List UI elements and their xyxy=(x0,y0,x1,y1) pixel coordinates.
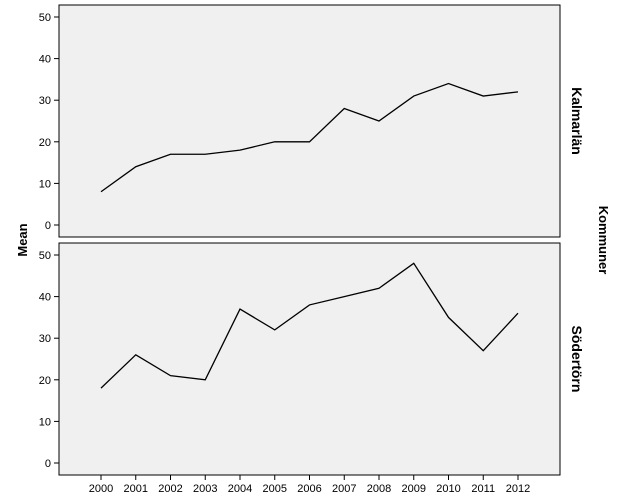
series-line xyxy=(100,82,519,193)
panel-2: 0 10 20 30 40 50 Södertörn xyxy=(39,242,585,476)
y-axis-title: Mean xyxy=(15,223,30,256)
x-tick-label: 2005 xyxy=(263,483,287,495)
y-tick-label: 50 xyxy=(39,12,51,24)
x-tick-label: 2003 xyxy=(193,483,217,495)
x-tick-label: 2006 xyxy=(297,483,321,495)
y-tick-label: 40 xyxy=(39,54,51,66)
y-tick-label: 20 xyxy=(39,375,51,387)
x-tick-label: 2002 xyxy=(158,483,182,495)
x-tick-label: 2011 xyxy=(471,483,495,495)
series-line xyxy=(100,262,519,389)
panel-background xyxy=(58,4,561,238)
x-tick-label: 2008 xyxy=(367,483,391,495)
panel-background xyxy=(58,242,561,476)
y-tick-label: 20 xyxy=(39,137,51,149)
y-tick-label: 40 xyxy=(39,292,51,304)
y-tick-label: 10 xyxy=(39,178,51,190)
x-tick-label: 2010 xyxy=(436,483,460,495)
y-tick-label: 0 xyxy=(45,220,51,232)
x-tick-label: 2012 xyxy=(506,483,530,495)
x-tick-label: 2009 xyxy=(402,483,426,495)
panel-1: 0 10 20 30 40 50 Kalmarlän xyxy=(39,4,585,238)
y-tick-label: 10 xyxy=(39,416,51,428)
x-tick-label: 2007 xyxy=(332,483,356,495)
facet-strip-label: Kalmarlän xyxy=(569,87,585,155)
y-tick-label: 30 xyxy=(39,333,51,345)
facet-group-label: Kommuner xyxy=(596,206,611,275)
x-tick-label: 2001 xyxy=(124,483,148,495)
x-tick-label: 2004 xyxy=(228,483,252,495)
y-tick-label: 0 xyxy=(45,458,51,470)
y-tick-label: 50 xyxy=(39,250,51,262)
x-tick-label: 2000 xyxy=(89,483,113,495)
facet-strip-label: Södertörn xyxy=(569,326,585,393)
y-tick-label: 30 xyxy=(39,95,51,107)
